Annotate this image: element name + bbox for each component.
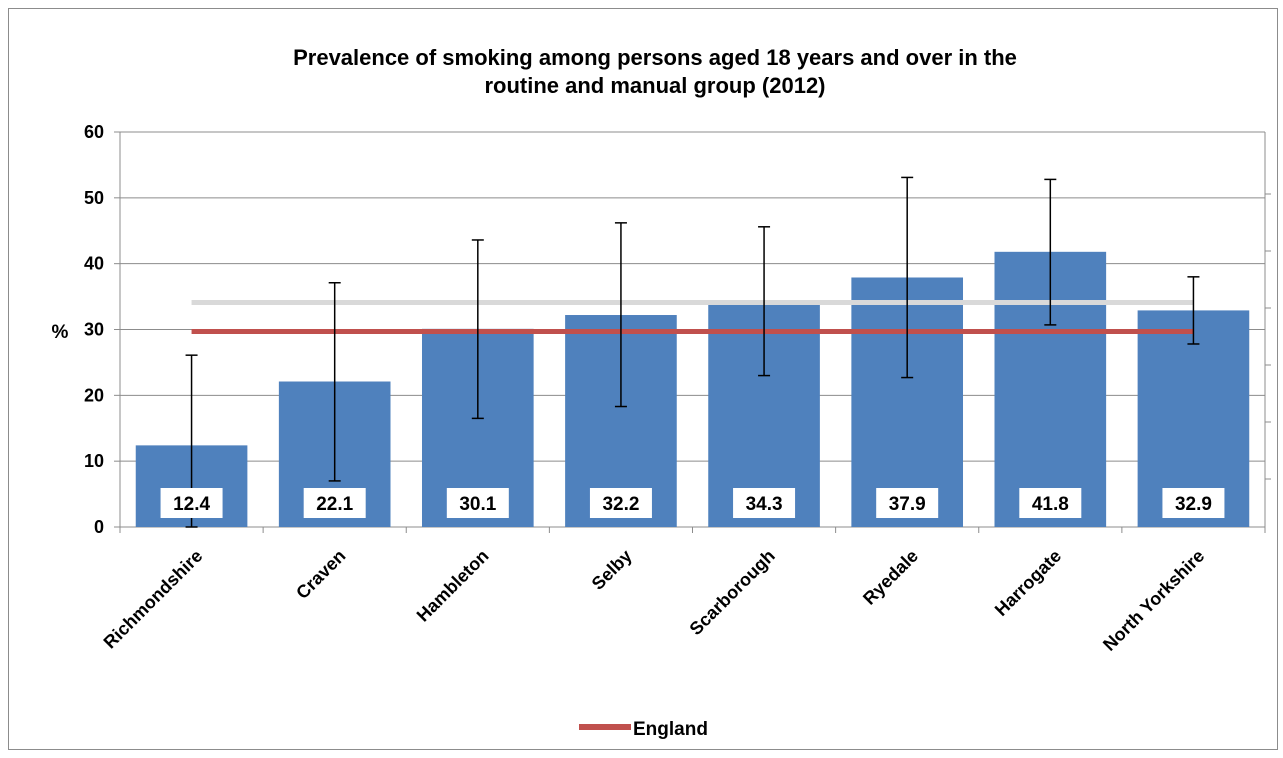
data-label: 32.2 bbox=[602, 494, 639, 515]
x-tick-label: Harrogate bbox=[991, 546, 1065, 620]
chart-title-line-2: routine and manual group (2012) bbox=[484, 73, 825, 98]
data-label: 37.9 bbox=[889, 494, 926, 515]
legend: England bbox=[579, 719, 708, 740]
x-tick-label: Selby bbox=[588, 546, 636, 594]
data-label-box bbox=[876, 488, 939, 518]
data-label: 34.3 bbox=[746, 494, 783, 515]
data-label: 32.9 bbox=[1175, 494, 1212, 515]
data-label-box bbox=[446, 488, 509, 518]
legend-label-england: England bbox=[633, 719, 708, 740]
data-label: 41.8 bbox=[1032, 494, 1069, 515]
x-tick-label: Scarborough bbox=[686, 546, 779, 639]
chart-title-line-1: Prevalence of smoking among persons aged… bbox=[293, 45, 1017, 70]
plot-area: 0 10 20 30 40 50 60 12.4 Richmondshire 22.1 Craven… bbox=[84, 122, 1271, 655]
chart-svg: Prevalence of smoking among persons aged… bbox=[52, 45, 1271, 740]
chart-frame: Prevalence of smoking among persons aged… bbox=[8, 8, 1278, 750]
data-label-box bbox=[1019, 488, 1082, 518]
y-tick-label: 30 bbox=[84, 320, 104, 340]
x-tick-label: Richmondshire bbox=[100, 546, 207, 653]
y-axis-label: % bbox=[52, 322, 69, 343]
y-tick-label: 40 bbox=[84, 254, 104, 274]
x-tick-label: Craven bbox=[292, 546, 349, 603]
x-tick-label: North Yorkshire bbox=[1099, 546, 1208, 655]
y-tick-label: 60 bbox=[84, 122, 104, 142]
data-label-box bbox=[733, 488, 796, 518]
data-label-box bbox=[589, 488, 652, 518]
x-tick-label: Ryedale bbox=[859, 546, 922, 609]
data-label: 22.1 bbox=[316, 494, 353, 515]
data-label: 30.1 bbox=[459, 494, 496, 515]
y-tick-label: 0 bbox=[94, 517, 104, 537]
data-label-box bbox=[1162, 488, 1225, 518]
y-tick-label: 20 bbox=[84, 385, 104, 405]
x-tick-label: Hambleton bbox=[413, 546, 493, 626]
data-label-box bbox=[303, 488, 366, 518]
data-label: 12.4 bbox=[173, 494, 210, 515]
y-tick-label: 10 bbox=[84, 451, 104, 471]
data-label-box bbox=[160, 488, 223, 518]
y-tick-label: 50 bbox=[84, 188, 104, 208]
